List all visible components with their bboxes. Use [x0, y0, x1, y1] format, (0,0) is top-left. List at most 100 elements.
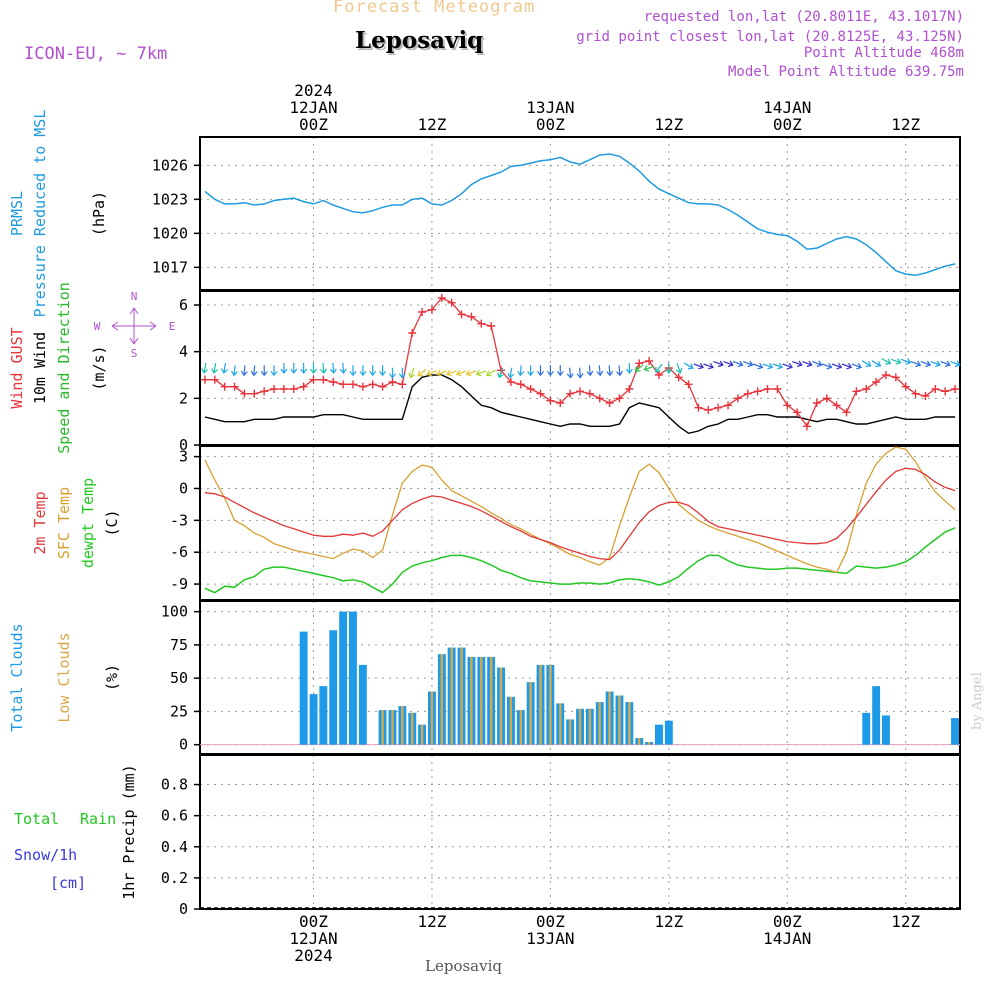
- gust-marker: [881, 371, 890, 379]
- gust-marker: [339, 380, 348, 389]
- y-tick-label: 4: [179, 343, 188, 361]
- bottom-time-label: 00Z: [299, 912, 328, 931]
- low-cloud-bar: [440, 654, 443, 745]
- wind-direction-arrow: [446, 369, 457, 377]
- wind-direction-arrow: [821, 362, 833, 370]
- gust-marker: [773, 385, 782, 393]
- gust-marker: [299, 382, 308, 391]
- total-cloud-bar: [872, 686, 881, 745]
- y-tick-label: 0: [179, 736, 188, 754]
- wind-direction-arrow: [260, 365, 268, 377]
- wind-direction-arrow: [417, 369, 427, 377]
- gust-marker: [921, 392, 930, 400]
- wind-direction-arrow: [546, 365, 554, 377]
- wind-direction-arrow: [792, 360, 803, 368]
- bottom-time-label: 12JAN: [289, 929, 337, 948]
- gust-marker: [200, 375, 209, 384]
- wind-direction-arrow: [752, 362, 764, 370]
- gust-marker: [911, 389, 920, 398]
- wind-direction-arrow: [643, 365, 655, 372]
- gust-marker: [240, 389, 249, 398]
- low-cloud-bar: [628, 702, 631, 745]
- low-cloud-bar: [519, 710, 522, 745]
- wind-direction-arrow: [250, 365, 258, 377]
- y-tick-label: 0.8: [161, 776, 188, 794]
- label-total-clouds: Total Clouds: [8, 623, 26, 731]
- gust-marker: [605, 399, 614, 407]
- gust-marker: [724, 401, 733, 410]
- low-cloud-bar: [559, 703, 562, 745]
- gust-marker: [625, 385, 634, 393]
- wind-direction-arrow: [762, 362, 774, 370]
- wind-direction-arrow: [772, 362, 784, 370]
- y-tick-label: -3: [170, 511, 188, 529]
- gust-marker: [230, 382, 239, 391]
- low-cloud-bar: [411, 712, 414, 745]
- gust-marker: [733, 394, 742, 403]
- wind-direction-arrow: [940, 360, 951, 368]
- wind-direction-arrow: [861, 360, 872, 367]
- gust-marker: [546, 396, 555, 405]
- total-cloud-bar: [319, 686, 328, 745]
- wind-direction-arrow: [625, 363, 633, 374]
- low-cloud-bar: [480, 656, 483, 745]
- wind-direction-arrow: [616, 365, 624, 377]
- y-tick-label: 1023: [152, 190, 188, 208]
- gust-marker: [931, 385, 940, 393]
- gust-marker: [793, 408, 802, 417]
- wind-direction-arrow: [507, 367, 515, 379]
- compass-n: N: [131, 290, 138, 303]
- total-cloud-bar: [299, 631, 308, 745]
- label-celsius: (C): [103, 509, 121, 536]
- low-cloud-bar: [598, 702, 601, 745]
- wind-direction-arrow: [723, 360, 734, 368]
- low-cloud-bar: [470, 656, 473, 745]
- dewpoint-line: [204, 527, 956, 594]
- wind-direction-arrow: [683, 362, 694, 370]
- wind-direction-arrow: [802, 360, 813, 368]
- low-cloud-bar: [430, 691, 434, 745]
- label-pressure-reduced: Pressure Reduced to MSL: [31, 110, 49, 318]
- low-cloud-bar: [618, 695, 621, 745]
- top-time-label: 14JAN: [763, 98, 811, 117]
- top-time-label: 13JAN: [526, 98, 574, 117]
- wind-direction-arrow: [369, 365, 377, 377]
- wind-direction-arrow: [871, 360, 882, 367]
- bottom-time-label: 00Z: [536, 912, 565, 931]
- top-time-label: 00Z: [536, 115, 565, 134]
- y-tick-label: 1017: [152, 258, 188, 276]
- label-speed-direction: Speed and Direction: [55, 282, 73, 454]
- bottom-time-label: 12Z: [417, 912, 446, 931]
- gust-marker: [803, 422, 812, 431]
- gust-marker: [753, 387, 762, 396]
- gust-marker: [674, 373, 683, 382]
- gust-marker: [852, 387, 861, 396]
- gust-marker: [743, 389, 752, 398]
- total-cloud-bar: [655, 724, 663, 745]
- top-time-label: 2024: [294, 81, 333, 100]
- top-time-label: 12Z: [417, 115, 446, 134]
- wind-direction-arrow: [497, 367, 504, 379]
- gust-marker: [714, 403, 723, 412]
- gust-marker: [566, 389, 575, 398]
- wind-direction-arrow: [930, 360, 941, 368]
- wind-direction-arrow: [782, 362, 793, 370]
- gust-marker: [872, 378, 881, 386]
- compass-e: E: [169, 320, 176, 333]
- gust-marker: [704, 406, 713, 414]
- gust-marker: [576, 387, 584, 396]
- bottom-time-label: 2024: [294, 946, 333, 965]
- total-cloud-bar: [882, 715, 890, 745]
- wind-direction-arrow: [527, 365, 535, 377]
- label-precip-mm: 1hr Precip (mm): [120, 764, 138, 899]
- wind-direction-arrow: [881, 357, 892, 365]
- gust-marker: [289, 385, 298, 393]
- gust-marker: [210, 375, 219, 384]
- wind-direction-arrow: [576, 367, 584, 379]
- gust-marker: [447, 298, 456, 307]
- requested-coords: requested lon,lat (20.8011E, 43.1017N): [643, 9, 964, 25]
- y-tick-label: 0.4: [161, 838, 188, 856]
- low-cloud-bar: [420, 724, 424, 745]
- low-cloud-bar: [578, 708, 582, 745]
